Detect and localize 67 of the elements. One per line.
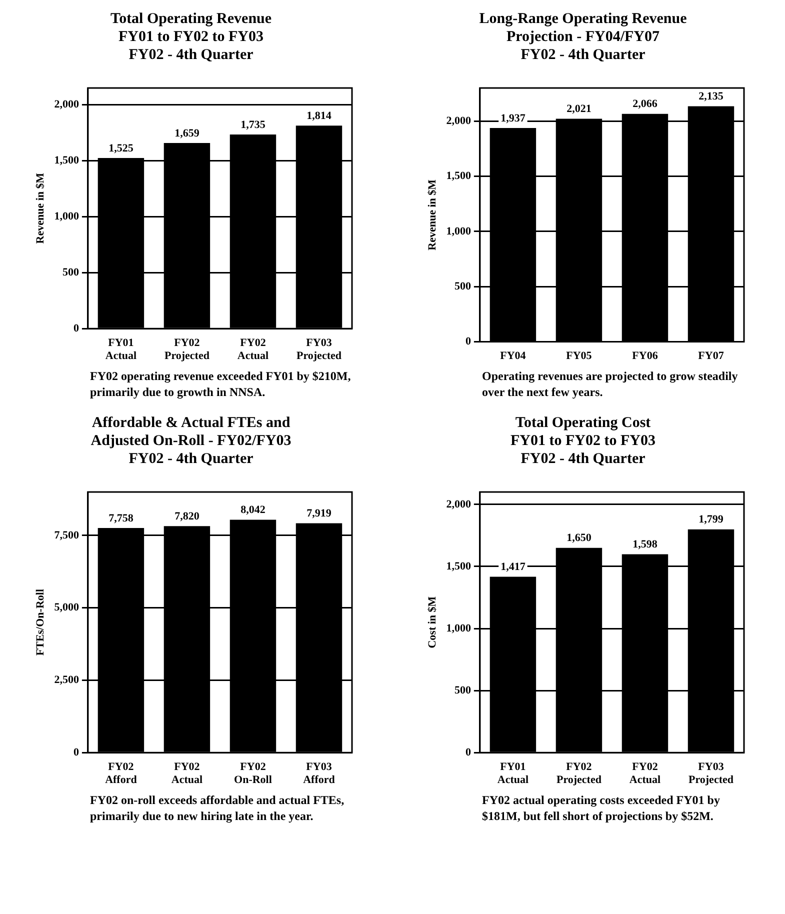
- y-tick-label: 1,500: [446, 560, 472, 572]
- chart-title: Total Operating Cost FY01 to FY02 to FY03: [510, 414, 656, 449]
- chart-subtitle: FY02 - 4th Quarter: [520, 46, 646, 63]
- data-label: 2,135: [698, 90, 724, 103]
- x-tick-label: FY05: [566, 350, 592, 362]
- y-tick-label: 2,000: [446, 114, 472, 127]
- text: Operating revenues are projected to grow steadily over the next few years.: [482, 368, 739, 400]
- x-tick-label: FY03 Projected: [296, 337, 342, 362]
- y-tick-label: 2,000: [446, 498, 472, 510]
- y-tick-label: 0: [465, 746, 472, 758]
- x-tick-label: FY02 Projected: [556, 761, 602, 786]
- data-label: 1,659: [174, 127, 200, 140]
- y-axis-title: Revenue in $M: [426, 178, 438, 250]
- x-tick-label: FY02 Projected: [164, 337, 210, 362]
- data-label: 1,735: [240, 118, 266, 131]
- x-tick-label: FY06: [632, 350, 658, 362]
- y-tick-label: 1,000: [446, 622, 472, 634]
- data-label: 1,799: [698, 514, 724, 526]
- data-label: 1,525: [108, 142, 134, 154]
- chart-title: Affordable & Actual FTEs and Adjusted On-Roll - FY02/FY03: [90, 414, 292, 449]
- x-tick-label: FY01 Actual: [497, 761, 529, 786]
- text: FY02 on-roll exceeds affordable and actual FTEs, primarily due to new hiring late in the year.: [90, 792, 346, 824]
- y-tick-label: 1,000: [446, 225, 472, 238]
- data-label: 8,042: [240, 504, 266, 516]
- data-label: 7,919: [306, 508, 332, 520]
- data-label: 7,758: [108, 512, 134, 524]
- x-tick-label: FY02 Actual: [171, 761, 203, 786]
- chart-subtitle: FY02 - 4th Quarter: [128, 46, 254, 63]
- x-tick-label: FY02 Actual: [237, 337, 269, 362]
- y-tick-label: 0: [465, 336, 472, 348]
- y-tick-label: 500: [454, 280, 472, 292]
- data-label: 1,650: [566, 532, 592, 544]
- data-label: 1,937: [500, 112, 526, 124]
- text: FY02 actual operating costs exceeded FY01 by $181M, but fell short of projections by $52M.: [482, 792, 721, 824]
- data-label: 1,598: [632, 538, 658, 551]
- data-label: 2,021: [566, 103, 592, 116]
- y-tick-label: 1,500: [54, 154, 80, 167]
- x-tick-label: FY07: [698, 350, 724, 362]
- x-tick-label: FY03 Afford: [303, 761, 335, 786]
- chart-subtitle: FY02 - 4th Quarter: [520, 450, 646, 467]
- y-tick-label: 5,000: [54, 602, 80, 614]
- data-label: 7,820: [174, 510, 200, 523]
- y-axis-title: FTEs/On-Roll: [34, 588, 46, 656]
- y-tick-label: 1,000: [54, 210, 80, 223]
- x-tick-label: FY04: [500, 350, 526, 362]
- text: FY02 operating revenue exceeded FY01 by $210M, primarily due to growth in NNSA.: [90, 368, 352, 400]
- x-tick-label: FY02 Afford: [105, 761, 137, 786]
- x-tick-label: FY03 Projected: [688, 761, 734, 786]
- y-tick-label: 1,500: [446, 170, 472, 182]
- x-tick-label: FY02 On-Roll: [234, 761, 272, 786]
- data-label: 1,417: [500, 561, 526, 574]
- y-tick-label: 0: [73, 322, 80, 334]
- y-tick-label: 500: [454, 684, 472, 696]
- chart-title: Long-Range Operating Revenue Projection - FY04/FY07: [479, 10, 688, 45]
- y-tick-label: 2,500: [54, 674, 80, 686]
- data-label: 2,066: [632, 98, 658, 110]
- x-tick-label: FY01 Actual: [105, 337, 137, 362]
- chart-subtitle: FY02 - 4th Quarter: [128, 450, 254, 467]
- y-tick-label: 7,500: [54, 529, 80, 542]
- y-axis-title: Cost in $M: [426, 596, 438, 648]
- y-tick-label: 2,000: [54, 98, 80, 111]
- y-tick-label: 0: [73, 746, 80, 758]
- chart-title: Total Operating Revenue FY01 to FY02 to FY03: [110, 10, 272, 45]
- y-axis-title: Revenue in $M: [34, 172, 46, 244]
- y-tick-label: 500: [62, 266, 80, 278]
- data-label: 1,814: [306, 110, 332, 122]
- x-tick-label: FY02 Actual: [629, 761, 661, 786]
